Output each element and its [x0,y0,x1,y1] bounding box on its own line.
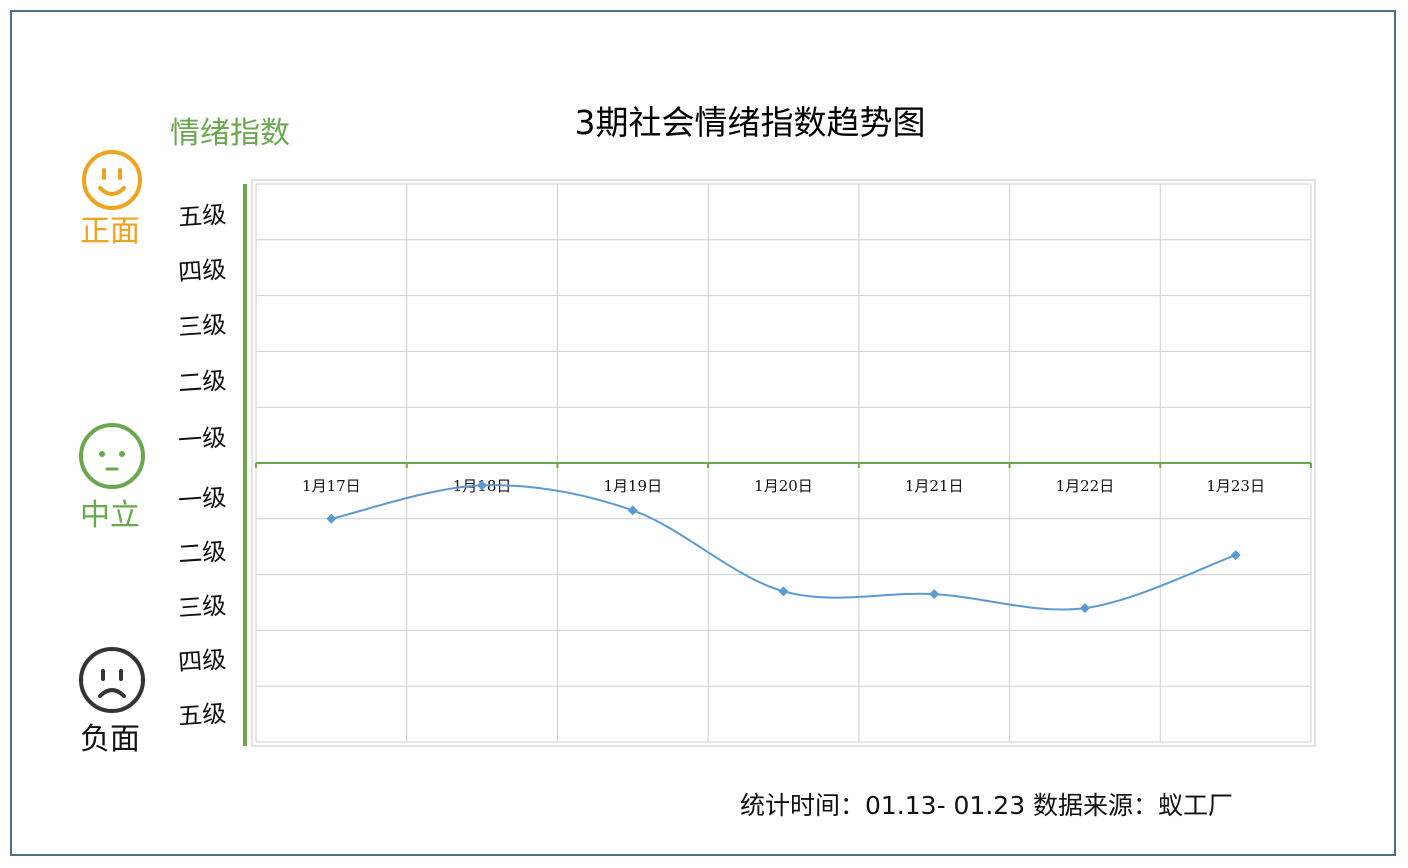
negative-label: 负面 [80,722,140,757]
data-point [929,589,940,600]
x-tick-label: 1月21日 [905,477,964,495]
plot-area-border [251,179,1316,747]
sad-face-icon [79,647,145,713]
data-point [1079,603,1090,614]
neutral-face-icon [79,423,145,489]
y-axis-bar [243,184,247,746]
x-tick-label: 1月19日 [603,477,662,495]
data-point [627,505,638,516]
data-point [326,513,337,524]
smiley-face-icon [82,150,142,210]
chart-frame [10,10,1396,856]
positive-label: 正面 [80,214,140,249]
data-point [1230,550,1241,561]
chart-title: 3期社会情绪指数趋势图 [574,103,926,142]
y-axis-title: 情绪指数 [170,116,290,151]
x-tick-label: 1月22日 [1056,477,1115,495]
neutral-label: 中立 [80,498,140,533]
data-point [477,480,488,491]
data-point [778,586,789,597]
x-tick-label: 1月17日 [302,477,361,495]
x-tick-label: 1月20日 [754,477,813,495]
x-tick-label: 1月23日 [1206,477,1265,495]
footer-note: 统计时间：01.13- 01.23 数据来源：蚁工厂 [740,791,1234,820]
